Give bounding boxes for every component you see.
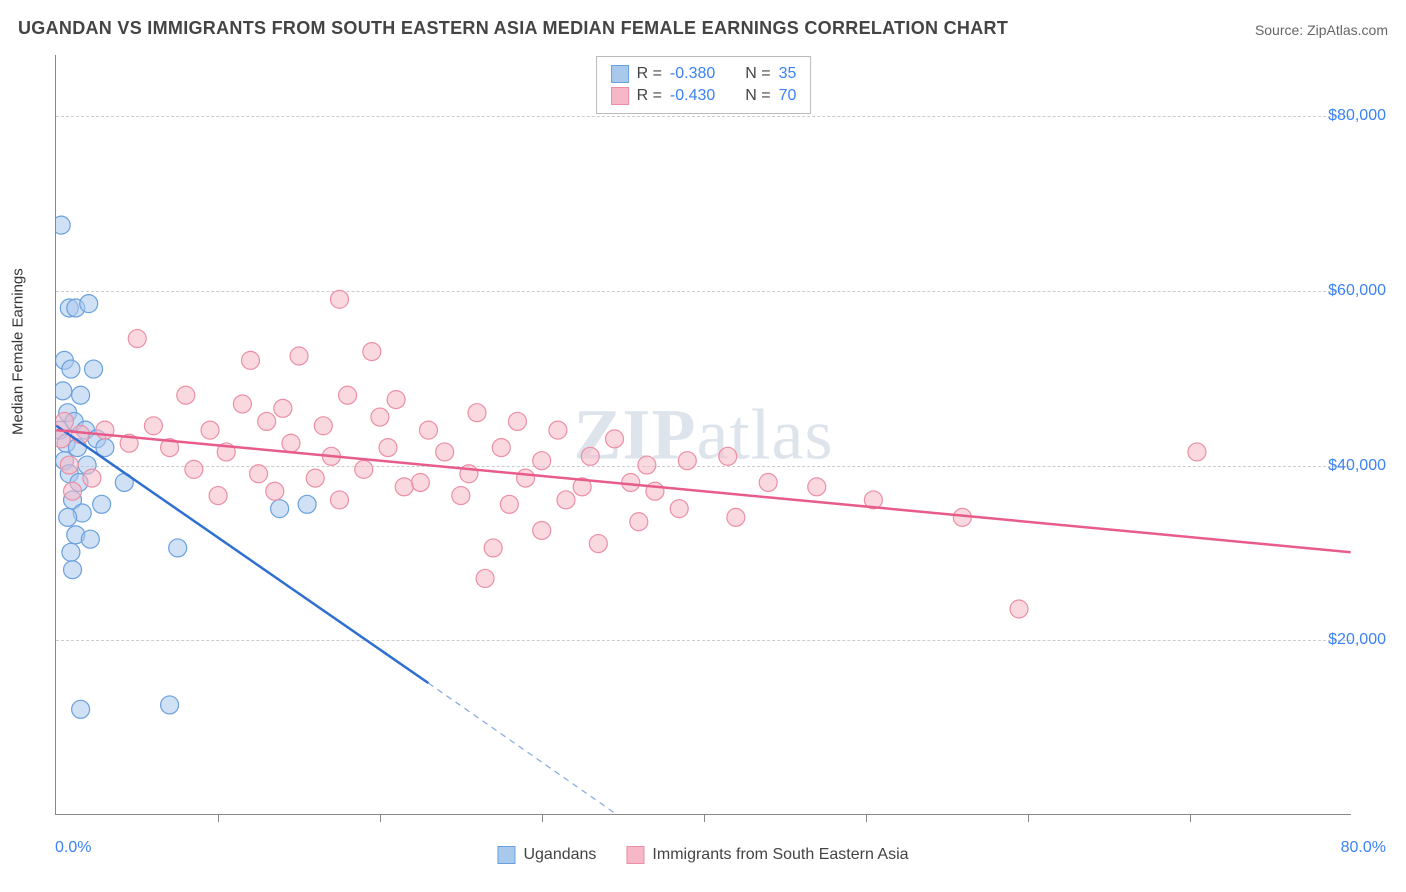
n-label: N = [745, 65, 770, 83]
source-label: Source: ZipAtlas.com [1255, 22, 1388, 38]
legend-item-se-asia: Immigrants from South Eastern Asia [626, 846, 908, 864]
chart-title: UGANDAN VS IMMIGRANTS FROM SOUTH EASTERN… [18, 18, 1008, 39]
x-tick-max: 80.0% [1341, 839, 1386, 857]
legend-row-ugandans: R = -0.380 N = 35 [611, 63, 797, 85]
correlation-legend: R = -0.380 N = 35 R = -0.430 N = 70 [596, 56, 812, 114]
n-label: N = [745, 87, 770, 105]
legend-label: Ugandans [523, 846, 596, 864]
n-value: 70 [779, 87, 797, 105]
legend-item-ugandans: Ugandans [497, 846, 596, 864]
legend-row-se-asia: R = -0.430 N = 70 [611, 85, 797, 107]
swatch-ugandans [497, 846, 515, 864]
swatch-ugandans [611, 65, 629, 83]
r-value: -0.380 [670, 65, 715, 83]
swatch-se-asia [611, 87, 629, 105]
series-legend: Ugandans Immigrants from South Eastern A… [497, 846, 908, 864]
x-tick-min: 0.0% [55, 839, 91, 857]
r-label: R = [637, 87, 662, 105]
legend-label: Immigrants from South Eastern Asia [652, 846, 908, 864]
scatter-svg [56, 55, 1351, 814]
r-value: -0.430 [670, 87, 715, 105]
n-value: 35 [779, 65, 797, 83]
plot-area: R = -0.380 N = 35 R = -0.430 N = 70 ZIPa… [55, 55, 1351, 815]
r-label: R = [637, 65, 662, 83]
y-axis-label: Median Female Earnings [10, 268, 27, 435]
swatch-se-asia [626, 846, 644, 864]
